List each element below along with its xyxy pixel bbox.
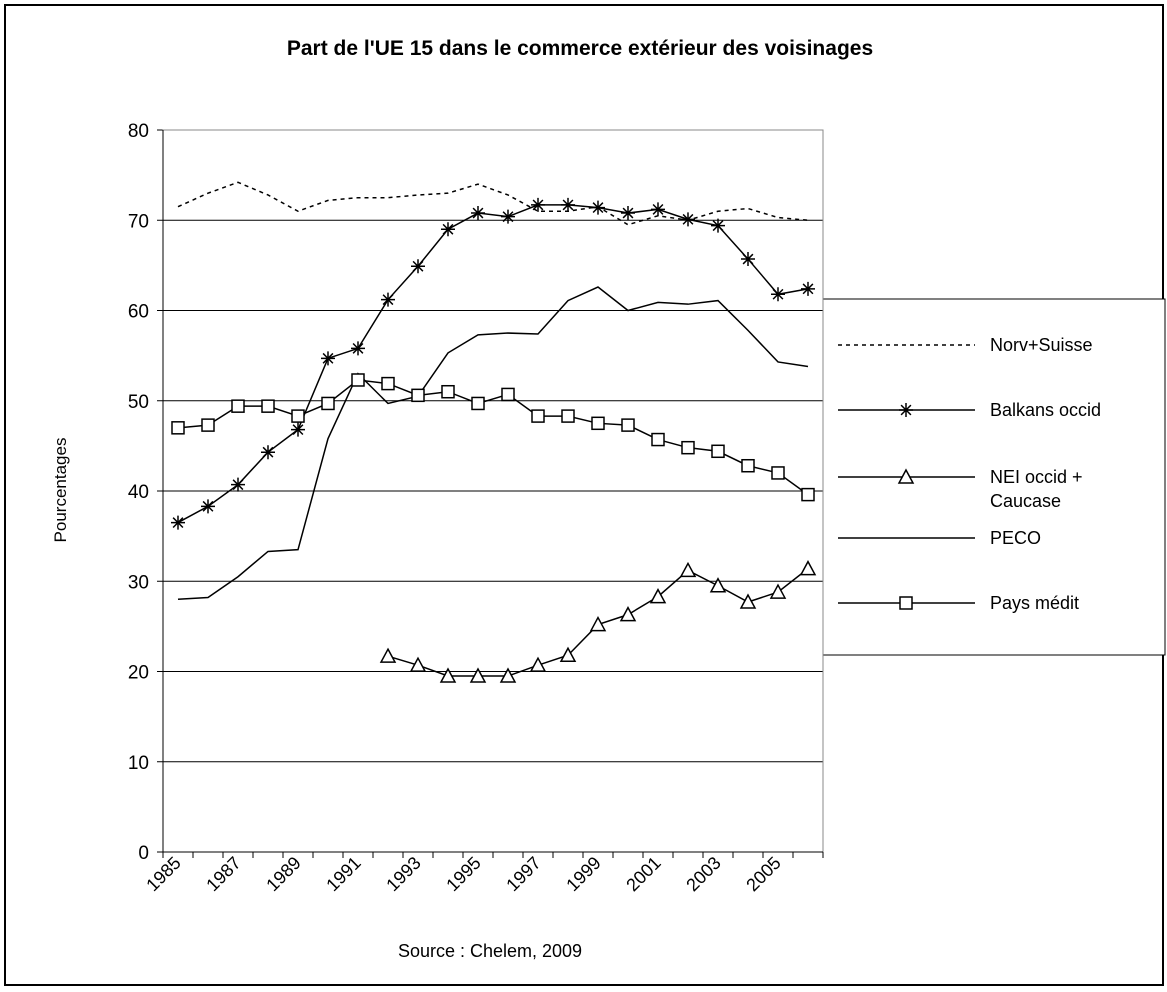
data-point [529, 656, 547, 672]
legend-marker [899, 596, 913, 610]
data-point [201, 418, 215, 432]
y-tick-label: 30 [128, 572, 149, 593]
data-point [471, 206, 485, 221]
data-point [171, 515, 185, 530]
data-point [771, 287, 785, 302]
data-point [351, 341, 365, 356]
data-point [531, 197, 545, 212]
data-point [171, 421, 185, 435]
data-point [231, 477, 245, 492]
series-line [177, 204, 809, 524]
legend-marker [899, 403, 913, 417]
data-point [501, 387, 515, 402]
data-point [561, 197, 575, 212]
legend-label: Pays médit [990, 593, 1080, 613]
data-point [621, 418, 635, 432]
data-point [201, 499, 215, 514]
data-point [591, 416, 605, 431]
legend-label: NEI occid + Caucase [990, 467, 1083, 511]
data-point [441, 222, 455, 237]
data-point [621, 206, 635, 221]
data-point [739, 593, 757, 609]
data-point [409, 656, 427, 672]
data-point [679, 561, 697, 578]
legend-label: PECO [990, 528, 1042, 548]
data-point [771, 466, 785, 480]
data-point [471, 396, 485, 411]
data-point [499, 667, 517, 683]
series-line [177, 286, 809, 601]
data-point [381, 376, 395, 391]
data-point [651, 202, 665, 217]
data-point [469, 667, 487, 683]
data-point [501, 209, 515, 224]
y-tick-label: 70 [128, 211, 149, 232]
y-tick-label: 60 [128, 302, 149, 323]
data-point [261, 445, 275, 460]
data-point [531, 409, 545, 423]
data-point [801, 487, 815, 502]
data-point [711, 444, 725, 459]
legend-marker [897, 468, 915, 484]
data-point [801, 281, 815, 296]
y-tick-label: 0 [138, 843, 149, 864]
legend-label: Balkans occid [990, 400, 1102, 420]
data-point [231, 399, 245, 413]
data-point [381, 292, 395, 307]
data-point [291, 422, 305, 437]
data-point [769, 583, 787, 599]
data-point [649, 588, 667, 604]
data-point [291, 409, 305, 423]
y-axis-label: Pourcentages [51, 438, 70, 543]
data-point [561, 409, 575, 423]
data-point [619, 606, 637, 622]
data-point [441, 384, 455, 399]
y-tick-label: 80 [128, 121, 149, 142]
legend-label: Norv+Suisse [990, 335, 1093, 355]
y-tick-label: 20 [128, 663, 149, 684]
data-point [681, 440, 695, 455]
data-point [261, 399, 275, 413]
data-point [351, 373, 365, 387]
data-point [411, 388, 425, 403]
y-tick-label: 40 [128, 482, 149, 503]
data-point [411, 259, 425, 274]
series-line [177, 181, 809, 226]
data-point [711, 218, 725, 233]
data-point [379, 647, 397, 663]
series-line [177, 379, 809, 496]
data-point [321, 351, 335, 366]
data-point [681, 212, 695, 227]
data-point [741, 252, 755, 267]
data-point [439, 667, 457, 683]
data-point [651, 432, 665, 447]
data-point [321, 396, 335, 411]
data-point [589, 615, 607, 632]
source-note: Source : Chelem, 2009 [398, 941, 582, 961]
data-point [799, 560, 817, 576]
data-point [591, 200, 605, 215]
data-point [709, 577, 727, 593]
data-point [741, 458, 755, 473]
data-point [559, 646, 577, 663]
y-tick-label: 50 [128, 392, 149, 413]
y-tick-label: 10 [128, 753, 149, 774]
chart-title: Part de l'UE 15 dans le commerce extérie… [287, 37, 873, 60]
